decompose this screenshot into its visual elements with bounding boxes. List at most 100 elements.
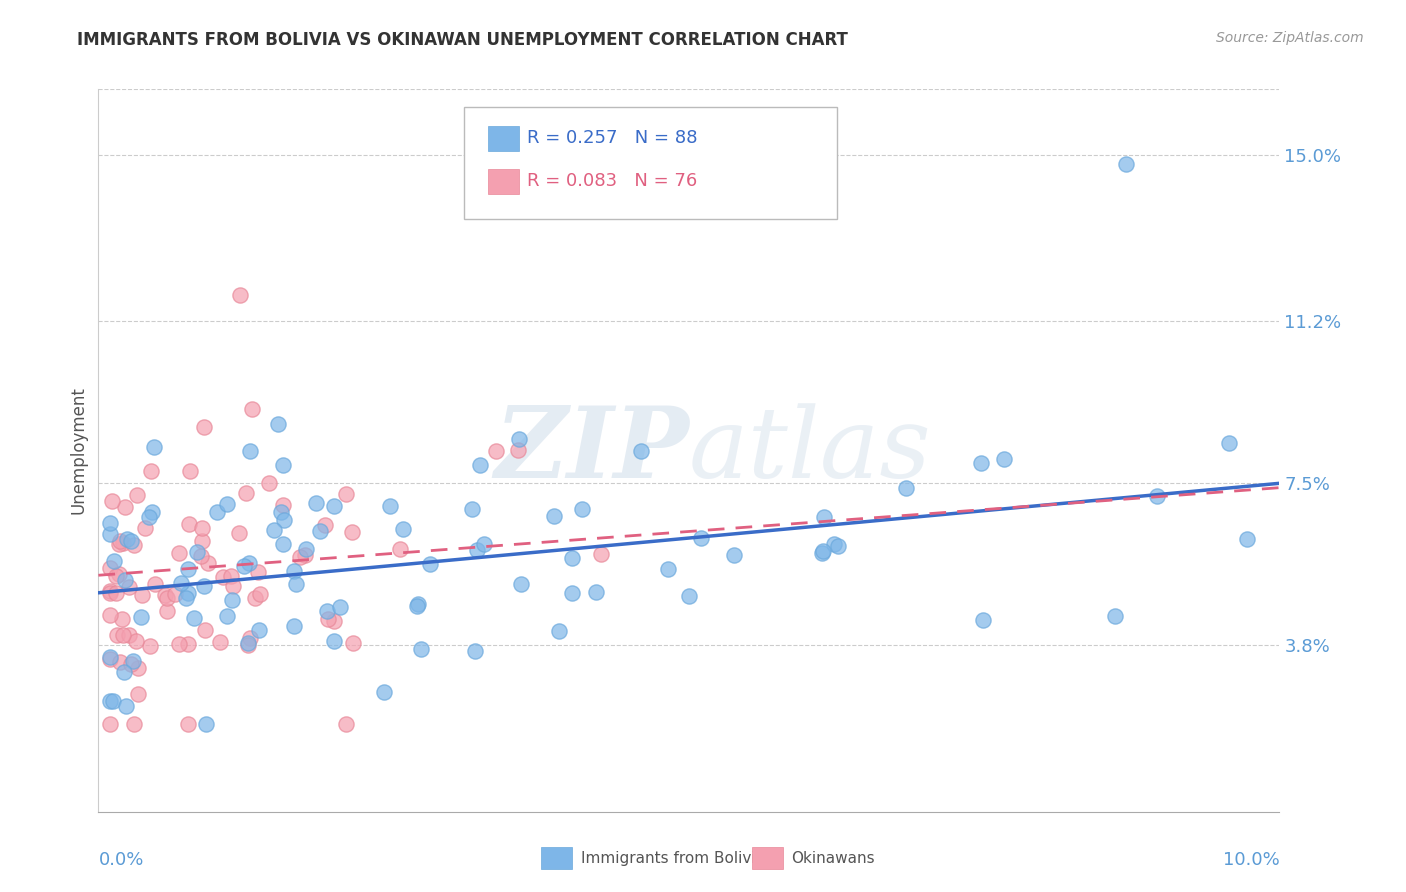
Point xyxy=(163,587,186,601)
Point xyxy=(131,588,153,602)
Point xyxy=(239,631,262,645)
Point xyxy=(167,546,190,560)
Point xyxy=(212,570,235,584)
Point xyxy=(811,544,834,558)
Point xyxy=(156,603,179,617)
Point xyxy=(465,543,488,558)
Point xyxy=(543,508,565,523)
Point xyxy=(247,624,270,638)
Point xyxy=(108,655,131,669)
Point xyxy=(108,534,131,549)
Point xyxy=(143,577,166,591)
Point xyxy=(309,524,332,539)
Point xyxy=(273,536,295,550)
Point xyxy=(156,591,179,606)
Text: 10.0%: 10.0% xyxy=(1223,852,1279,870)
Point xyxy=(972,613,994,627)
Point xyxy=(98,652,121,666)
Point xyxy=(506,442,529,457)
Point xyxy=(827,539,849,553)
Point xyxy=(689,531,711,545)
Point xyxy=(190,549,212,564)
Point xyxy=(548,624,571,639)
Point xyxy=(139,464,162,478)
Point xyxy=(270,505,292,519)
Point xyxy=(561,551,583,566)
Point xyxy=(314,517,336,532)
Point xyxy=(630,443,652,458)
Point xyxy=(238,556,260,570)
Text: Immigrants from Bolivia: Immigrants from Bolivia xyxy=(581,851,765,865)
Point xyxy=(406,599,429,613)
Point xyxy=(228,526,250,541)
Point xyxy=(105,585,128,599)
Point xyxy=(215,497,238,511)
Point xyxy=(1104,609,1126,624)
Point xyxy=(460,502,482,516)
Point xyxy=(118,628,141,642)
Point xyxy=(288,550,311,565)
Point xyxy=(98,717,121,731)
Point xyxy=(120,657,142,671)
Point xyxy=(222,579,245,593)
Point xyxy=(235,485,257,500)
Point xyxy=(271,458,294,472)
Text: 0.0%: 0.0% xyxy=(98,852,143,870)
Point xyxy=(98,516,121,530)
Point xyxy=(155,588,177,602)
Point xyxy=(177,516,200,531)
Point xyxy=(125,634,148,648)
Point xyxy=(335,487,357,501)
Point xyxy=(249,587,271,601)
Point xyxy=(197,556,219,570)
Point xyxy=(117,580,139,594)
Point xyxy=(98,585,121,599)
Point xyxy=(127,687,149,701)
Point xyxy=(823,537,845,551)
Point xyxy=(101,694,124,708)
Point xyxy=(409,641,432,656)
Point xyxy=(98,694,121,708)
Point xyxy=(115,698,138,713)
Point xyxy=(105,569,128,583)
Point xyxy=(246,565,269,579)
Point xyxy=(378,499,401,513)
Point xyxy=(571,502,593,516)
Point xyxy=(993,451,1015,466)
Text: Okinawans: Okinawans xyxy=(792,851,875,865)
Point xyxy=(143,440,166,454)
Point xyxy=(970,456,993,470)
Point xyxy=(464,644,486,658)
Point xyxy=(340,525,363,540)
Point xyxy=(177,585,200,599)
Point xyxy=(335,717,357,731)
Point xyxy=(179,464,201,478)
Point xyxy=(329,600,352,615)
Point xyxy=(813,510,835,524)
Point xyxy=(101,494,124,508)
Point xyxy=(472,537,495,551)
Point xyxy=(98,527,121,541)
Point xyxy=(111,536,134,550)
Point xyxy=(1236,533,1258,547)
Point xyxy=(294,548,316,562)
Point xyxy=(233,559,256,574)
Point xyxy=(169,576,191,591)
Point xyxy=(591,547,613,561)
Point xyxy=(485,444,508,458)
Point xyxy=(419,558,441,572)
Point xyxy=(108,537,131,551)
Point xyxy=(510,577,533,591)
Point xyxy=(134,521,156,535)
Text: IMMIGRANTS FROM BOLIVIA VS OKINAWAN UNEMPLOYMENT CORRELATION CHART: IMMIGRANTS FROM BOLIVIA VS OKINAWAN UNEM… xyxy=(77,31,848,49)
Point xyxy=(191,533,214,548)
Point xyxy=(221,592,243,607)
Point xyxy=(221,569,243,583)
Point xyxy=(127,661,149,675)
Point xyxy=(273,513,295,527)
Point xyxy=(177,717,200,731)
Point xyxy=(342,635,364,649)
Point xyxy=(236,638,259,652)
Point xyxy=(373,685,395,699)
Point xyxy=(98,583,121,598)
